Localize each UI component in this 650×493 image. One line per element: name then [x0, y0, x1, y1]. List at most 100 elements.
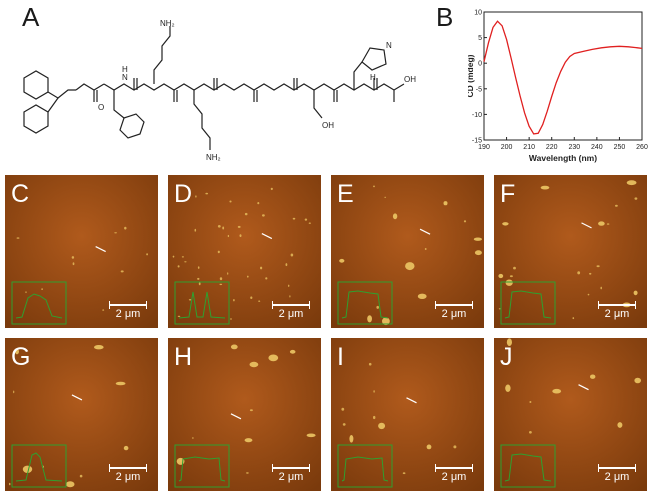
afm-particle [600, 286, 602, 290]
afm-particle [260, 266, 263, 270]
x-tick-label: 240 [591, 144, 603, 151]
height-profile-inset [500, 281, 556, 325]
afm-particle [443, 201, 448, 206]
atom-label-oh-acid: OH [404, 75, 416, 84]
afm-particle [250, 296, 253, 299]
panel-label-c: C [11, 180, 30, 208]
inset-profile-curve [178, 456, 226, 482]
panel-label-g: G [11, 343, 31, 371]
afm-particle [79, 474, 83, 478]
afm-particle [16, 237, 20, 239]
afm-particle [22, 465, 33, 473]
inset-frame [11, 444, 67, 488]
afm-particle [198, 282, 201, 286]
afm-panel-g: G 2 μm [5, 338, 158, 491]
afm-particle [249, 361, 259, 368]
afm-particle [598, 221, 605, 226]
afm-particle [41, 288, 43, 290]
afm-particle [65, 481, 75, 488]
afm-profile-line [581, 222, 592, 229]
afm-particle [308, 222, 311, 224]
afm-particle [634, 377, 641, 384]
afm-particle [120, 270, 124, 273]
inset-frame [337, 281, 393, 325]
y-tick-label: 10 [474, 10, 482, 17]
afm-particle [114, 232, 117, 234]
afm-particle [384, 196, 386, 198]
afm-particle [177, 265, 180, 268]
afm-particle [373, 390, 375, 393]
afm-particle [292, 217, 296, 220]
afm-particle [195, 195, 197, 198]
afm-particle [474, 250, 482, 256]
afm-panel-i: I 2 μm [331, 338, 484, 491]
x-axis-label: Wavelength (nm) [529, 153, 597, 163]
scale-bar-label: 2 μm [441, 308, 467, 320]
scale-bar: 2 μm [269, 464, 313, 483]
x-tick-label: 220 [546, 144, 558, 151]
afm-panel-j: J 2 μm [494, 338, 647, 491]
panel-label-e: E [337, 180, 354, 208]
scale-bar-line [598, 464, 636, 472]
afm-particle [289, 295, 291, 298]
afm-background [331, 338, 484, 491]
afm-image [5, 175, 158, 328]
afm-particle [25, 291, 27, 294]
scale-bar-line [435, 301, 473, 309]
atom-label-nh2-bottom: NH₂ [206, 153, 221, 162]
panel-label-d: D [174, 180, 193, 208]
afm-particle [71, 256, 75, 259]
afm-image [331, 338, 484, 491]
afm-particle [229, 200, 232, 203]
scale-bar-label: 2 μm [278, 471, 304, 483]
afm-particle [504, 223, 507, 226]
afm-particle [424, 248, 427, 250]
scale-bar-label: 2 μm [604, 471, 630, 483]
afm-particle [426, 444, 432, 450]
panel-label-a: A [22, 2, 40, 32]
afm-particle [587, 293, 590, 296]
height-profile-inset [174, 444, 230, 488]
inset-frame [500, 281, 556, 325]
afm-particle [239, 234, 242, 237]
afm-particle [590, 374, 596, 379]
afm-particle [194, 228, 197, 232]
afm-particle [246, 472, 249, 474]
scale-bar-line [598, 301, 636, 309]
x-tick-label: 230 [568, 144, 580, 151]
afm-particle [392, 213, 398, 220]
afm-particle [633, 290, 638, 296]
inset-frame [174, 281, 230, 325]
afm-particle [376, 305, 379, 309]
afm-particle [373, 185, 375, 188]
scale-bar-line [435, 464, 473, 472]
afm-profile-line [71, 394, 83, 401]
afm-background [331, 175, 484, 328]
afm-particle [473, 237, 482, 241]
inset-frame [337, 444, 393, 488]
afm-profile-line [406, 397, 417, 404]
inset-profile-curve [341, 456, 389, 482]
atom-label-ring-n: N [386, 41, 392, 50]
panel-label-f: F [500, 180, 516, 208]
afm-particle [285, 263, 288, 267]
y-tick-label: -10 [472, 112, 482, 119]
afm-particle [227, 272, 229, 275]
afm-particle [529, 401, 532, 403]
afm-particle [368, 362, 372, 366]
afm-image [168, 175, 321, 328]
scale-bar-label: 2 μm [115, 471, 141, 483]
afm-particle [217, 225, 221, 228]
afm-particle [258, 300, 261, 302]
afm-profile-line [95, 245, 106, 253]
afm-particle [505, 279, 513, 286]
afm-particle [306, 433, 316, 438]
scale-bar: 2 μm [106, 464, 150, 483]
atom-label: O [98, 103, 104, 112]
afm-particle [349, 435, 354, 443]
panel-label-b: B [436, 2, 454, 32]
afm-particle [367, 315, 372, 323]
x-tick-label: 260 [636, 144, 648, 151]
afm-background [5, 338, 158, 491]
panel-label-j: J [500, 343, 513, 371]
